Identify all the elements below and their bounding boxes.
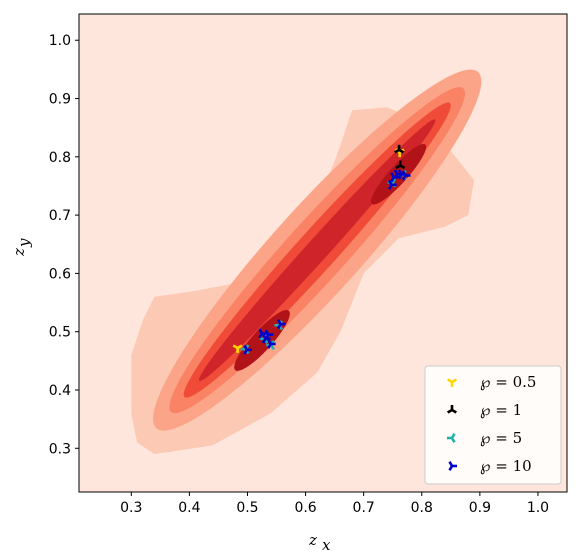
y-axis-label-main: z	[10, 248, 28, 257]
plot-frame	[78, 13, 568, 493]
x-tick-label: 0.8	[411, 500, 433, 516]
marker-arm	[401, 170, 407, 177]
y-tick-label: 0.3	[49, 441, 71, 457]
marker-arm	[243, 344, 249, 351]
legend-marker	[447, 433, 456, 443]
density-contour-band	[198, 119, 436, 381]
marker-arm	[258, 328, 264, 335]
y-axis-label: z y	[10, 238, 33, 257]
x-tick-label: 0.6	[294, 500, 316, 516]
marker-arm	[448, 465, 454, 471]
data-point	[264, 329, 274, 340]
legend-label: ℘ = 1	[480, 401, 522, 419]
marker-arm	[258, 332, 264, 339]
legend-marker	[447, 405, 457, 414]
marker-arm	[276, 319, 282, 325]
marker-arm	[261, 338, 267, 344]
marker-arm	[397, 169, 403, 175]
marker-arm	[276, 323, 282, 330]
x-tick-label: 0.5	[236, 500, 258, 516]
data-point	[401, 170, 411, 181]
x-tick-label: 0.9	[469, 500, 491, 516]
x-tick-label: 0.4	[178, 500, 200, 516]
data-point	[387, 179, 397, 190]
x-tick-label: 0.3	[120, 500, 142, 516]
y-tick-label: 0.5	[49, 325, 71, 341]
marker-arm	[394, 148, 400, 154]
data-point	[276, 319, 286, 330]
data-points	[232, 144, 411, 355]
data-point	[258, 328, 267, 339]
marker-arm	[450, 437, 456, 443]
legend-label: ℘ = 10	[480, 457, 532, 475]
marker-arm	[236, 344, 243, 350]
y-tick-label: 0.8	[49, 150, 71, 166]
y-tick-label: 0.9	[49, 92, 71, 108]
data-point	[243, 344, 252, 355]
marker-arm	[243, 349, 249, 355]
y-axis-label-subscript: y	[15, 238, 33, 248]
marker-arm	[390, 176, 396, 183]
legend-marker	[447, 378, 457, 387]
marker-arm	[448, 461, 454, 467]
data-point	[232, 344, 243, 354]
marker-arm	[399, 164, 406, 170]
x-axis-label-main: z	[308, 531, 317, 549]
marker-arm	[232, 344, 239, 350]
marker-arm	[450, 433, 456, 439]
y-tick-label: 1.0	[49, 33, 71, 49]
marker-arm	[451, 408, 457, 414]
legend-box	[424, 365, 562, 485]
data-point	[267, 338, 276, 349]
y-tick-label: 0.6	[49, 266, 71, 282]
y-tick-label: 0.7	[49, 208, 71, 224]
data-point	[395, 160, 406, 170]
legend-label: ℘ = 5	[480, 429, 522, 447]
marker-arm	[393, 169, 399, 175]
marker-arm	[264, 329, 270, 336]
marker-arm	[387, 184, 393, 190]
marker-arm	[390, 172, 396, 178]
marker-arm	[447, 408, 453, 414]
legend-label: ℘ = 0.5	[480, 373, 536, 391]
marker-arm	[401, 174, 407, 181]
marker-arm	[267, 338, 272, 345]
marker-arm	[398, 148, 405, 154]
marker-arm	[264, 333, 270, 340]
data-point	[394, 144, 405, 154]
marker-arm	[267, 343, 272, 349]
marker-arm	[397, 173, 403, 180]
marker-arm	[270, 344, 275, 351]
x-axis: 0.3 0.4 0.5 0.6 0.7 0.8 0.9 1.0	[120, 492, 549, 516]
x-tick-label: 0.7	[353, 500, 375, 516]
marker-arm	[393, 173, 399, 180]
legend-marker	[448, 461, 457, 471]
marker-arm	[395, 164, 401, 170]
marker-arm	[387, 179, 393, 186]
y-tick-label: 0.4	[49, 383, 71, 399]
density-contours	[131, 69, 482, 455]
marker-arm	[391, 177, 397, 184]
legend: ℘ = 0.5 ℘ = 1 ℘ = 5 ℘ = 10	[424, 365, 562, 485]
x-axis-label: z x	[308, 531, 331, 554]
marker-arm	[451, 378, 457, 384]
x-tick-label: 1.0	[527, 500, 549, 516]
marker-arm	[447, 378, 453, 384]
x-axis-label-subscript: x	[322, 536, 331, 554]
y-axis: 0.3 0.4 0.5 0.6 0.7 0.8 0.9 1.0	[49, 33, 79, 457]
